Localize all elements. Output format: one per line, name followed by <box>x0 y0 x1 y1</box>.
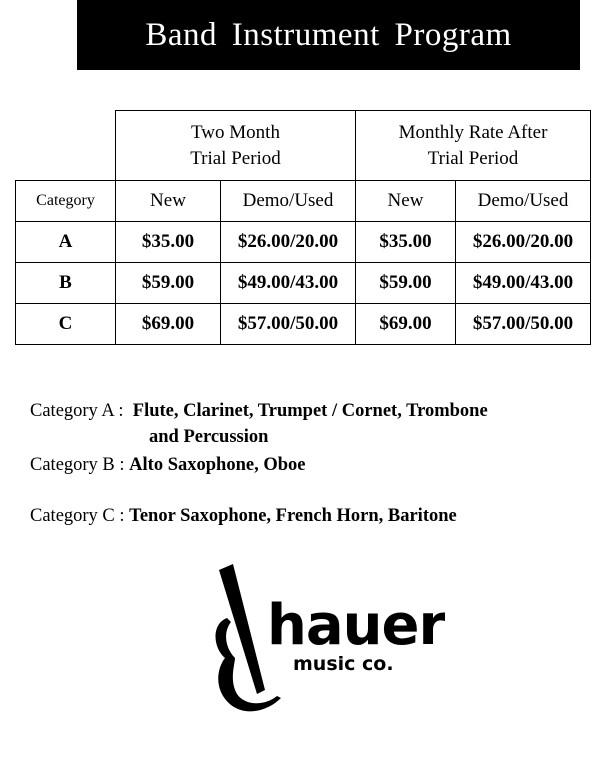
svg-text:music co.: music co. <box>293 653 394 675</box>
cell: $35.00 <box>355 221 456 263</box>
cell: $57.00/50.00 <box>455 303 591 345</box>
category-a-legend: Category A : Flute, Clarinet, Trumpet / … <box>30 401 488 421</box>
category-a-legend-cont: and Percussion <box>149 427 269 447</box>
cell: B <box>15 262 116 304</box>
cell: $59.00 <box>355 262 456 304</box>
blank-cell <box>15 110 116 181</box>
guitar-body-icon <box>215 618 281 712</box>
table-row: C $69.00 $57.00/50.00 $69.00 $57.00/50.0… <box>15 303 591 345</box>
table-row: A $35.00 $26.00/20.00 $35.00 $26.00/20.0… <box>15 221 591 263</box>
column-header: Category <box>15 180 116 222</box>
cell: A <box>15 221 116 263</box>
cell: $26.00/20.00 <box>220 221 356 263</box>
cell: $57.00/50.00 <box>220 303 356 345</box>
cell: $35.00 <box>115 221 221 263</box>
table-row: B $59.00 $49.00/43.00 $59.00 $49.00/43.0… <box>15 262 591 304</box>
column-header: Demo/Used <box>220 180 356 222</box>
column-header: Demo/Used <box>455 180 591 222</box>
category-c-legend: Category C : Tenor Saxophone, French Hor… <box>30 506 457 526</box>
page-title: Band Instrument Program <box>77 0 580 70</box>
cell: $59.00 <box>115 262 221 304</box>
group-header-trial: Two Month Trial Period <box>115 110 356 181</box>
column-header: New <box>115 180 221 222</box>
cell: $69.00 <box>115 303 221 345</box>
svg-text:hauer: hauer <box>267 593 445 658</box>
column-header: New <box>355 180 456 222</box>
cell: $26.00/20.00 <box>455 221 591 263</box>
cell: $49.00/43.00 <box>455 262 591 304</box>
group-header-monthly: Monthly Rate After Trial Period <box>355 110 591 181</box>
cell: $69.00 <box>355 303 456 345</box>
guitar-neck-icon <box>219 564 265 694</box>
pricing-table: Two Month Trial Period Monthly Rate After… <box>15 110 591 345</box>
category-b-legend: Category B : Alto Saxophone, Oboe <box>30 455 306 475</box>
shauer-music-logo: hauer music co. <box>215 564 445 712</box>
cell: C <box>15 303 116 345</box>
cell: $49.00/43.00 <box>220 262 356 304</box>
